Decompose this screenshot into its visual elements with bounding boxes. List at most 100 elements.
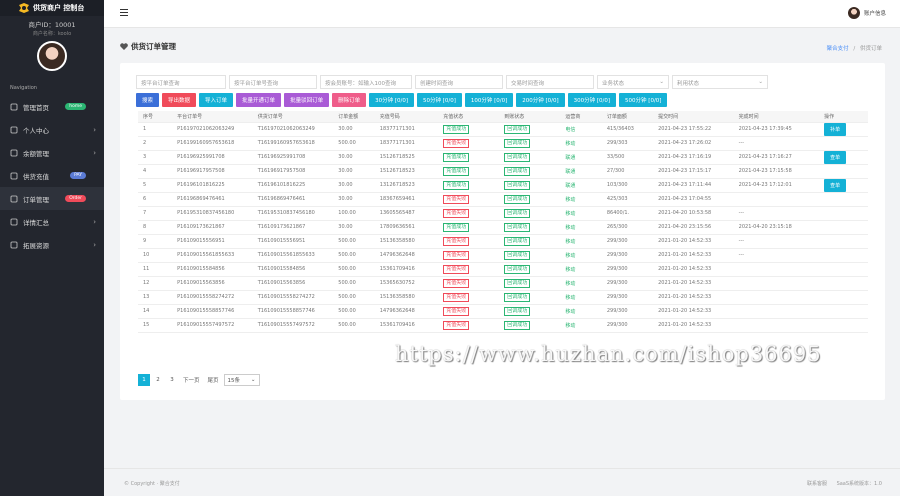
sidebar-item-wallet[interactable]: 余额管理 › — [0, 141, 104, 164]
platform-orderno-filter[interactable]: 按平台订单号查询 — [229, 75, 317, 89]
summary-icon — [10, 218, 18, 225]
chevron-down-icon: ⌄ — [659, 79, 664, 85]
table-cell: T16196925991708 — [252, 150, 334, 165]
pay-icon — [10, 172, 18, 179]
action-button-6[interactable]: 30分钟 [0/0] — [369, 93, 414, 107]
menu-toggle-icon[interactable] — [120, 9, 128, 16]
table-cell: T16109015558274272 — [252, 290, 334, 305]
table-cell — [819, 234, 868, 249]
chevron-right-icon: › — [93, 217, 96, 226]
table-cell — [733, 304, 820, 319]
table-cell: 5 — [138, 178, 173, 193]
table-cell — [733, 276, 820, 291]
action-button-8[interactable]: 100分钟 [0/0] — [464, 93, 514, 107]
table-cell: 充值失败 — [438, 248, 500, 263]
row-action-button[interactable]: 查单 — [824, 150, 847, 164]
page-button-2[interactable]: 2 — [156, 377, 160, 383]
sidebar-item-user[interactable]: 个人中心 › — [0, 118, 104, 141]
status-badge: 回调成功 — [504, 236, 531, 246]
status-badge: 充值失败 — [443, 250, 470, 260]
table-row: 9 P16109015556951 T16109015556951 500.00 151… — [138, 234, 868, 249]
table-cell: P16196101816225 — [172, 178, 253, 193]
business-status-select[interactable]: 业务状态 ⌄ — [597, 75, 669, 89]
usage-status-select[interactable]: 利用状态 ⌄ — [672, 75, 768, 89]
table-cell: 299/300 — [601, 290, 654, 305]
table-cell: P16109015558274272 — [172, 290, 253, 305]
table-cell: 充值成功 — [438, 122, 500, 137]
table-cell: 500.00 — [333, 136, 375, 151]
table-cell: 30.00 — [333, 220, 375, 235]
next-page-button[interactable]: 下一页 — [183, 378, 200, 384]
table-row: 12 P16109015563856 T16109015563856 500.00 15… — [138, 276, 868, 291]
chevron-right-icon: › — [93, 240, 96, 249]
row-action-button[interactable]: 补单 — [824, 122, 847, 136]
table-header-row: 序号 平台订单号 供货订单号 订单金额 充值号码 充值状态 到账状态 运营商 订单面额 提交时间完… — [138, 111, 868, 123]
table-cell: 500.00 — [333, 234, 375, 249]
table-cell: 2021-04-23 17:11:44 — [653, 178, 734, 193]
table-cell: P16109015558857746 — [172, 304, 253, 319]
table-cell: 100.00 — [333, 206, 375, 221]
action-button-0[interactable]: 搜索 — [136, 93, 160, 107]
table-row: 2 P16199160957653618 T16199160957653618 500… — [138, 136, 868, 151]
wallet-icon — [10, 149, 18, 156]
platform-order-filter[interactable]: 按平台订单查询 — [136, 75, 226, 89]
footer: © Copyright · 聚合支付 联系客服 SaaS系统版本：1.0 — [104, 468, 900, 496]
page-button-3[interactable]: 3 — [170, 377, 174, 383]
breadcrumb-home[interactable]: 聚合支付 — [826, 46, 849, 52]
table-cell: T16109015556951 — [252, 234, 334, 249]
sidebar-item-summary[interactable]: 详情汇总 › — [0, 210, 104, 233]
table-cell: 12 — [138, 276, 173, 291]
table-cell: 查单 — [819, 178, 868, 193]
table-cell: 充值失败 — [438, 276, 500, 291]
status-badge: 充值失败 — [443, 320, 470, 330]
status-badge: 充值失败 — [443, 194, 470, 204]
action-buttons: 搜索 导出数据 导入订单 批量开通订单 批量驳回订单 删除订单 30分钟 [0/0] 50分钟… — [136, 93, 670, 107]
action-button-10[interactable]: 300分钟 [0/0] — [567, 93, 617, 107]
table-cell — [733, 192, 820, 207]
table-cell: 18367659461 — [374, 192, 439, 207]
status-badge: 充值失败 — [443, 306, 470, 316]
page-button-1[interactable]: 1 — [138, 374, 150, 386]
table-cell: 2021-04-23 17:04:55 — [653, 192, 734, 207]
contact-link[interactable]: 联系客服 — [806, 481, 827, 487]
action-button-9[interactable]: 200分钟 [0/0] — [516, 93, 565, 107]
table-cell: --- — [733, 136, 820, 151]
sidebar-item-home[interactable]: 管理首页 home — [0, 95, 104, 118]
status-badge: 回调成功 — [504, 166, 531, 176]
table-cell: 15136358580 — [374, 234, 439, 249]
trade-time-filter[interactable]: 交易时间查询 — [506, 75, 594, 89]
table-cell: 2021-04-23 17:26:02 — [653, 136, 734, 151]
table-cell: 415/36403 — [601, 122, 654, 137]
chevron-down-icon: ⌄ — [250, 377, 256, 383]
merchant-name: 商户名称：koolo — [32, 31, 72, 37]
action-button-11[interactable]: 500分钟 [0/0] — [619, 93, 668, 107]
page-size-select[interactable]: 15条 ⌄ — [223, 374, 260, 386]
table-cell: 500.00 — [333, 276, 375, 291]
table-row: 7 P16195310837456180 T16195310837456180 100… — [138, 206, 868, 221]
user-menu[interactable]: 账户信息 — [847, 7, 886, 19]
member-account-filter[interactable]: 按会员账号：如输入100查询 — [320, 75, 412, 89]
table-cell — [819, 304, 868, 319]
action-button-7[interactable]: 50分钟 [0/0] — [416, 93, 462, 107]
table-cell: 10 — [138, 248, 173, 263]
table-cell — [819, 276, 868, 291]
table-cell: 15 — [138, 318, 173, 333]
avatar[interactable] — [37, 41, 67, 71]
table-cell: 30.00 — [333, 150, 375, 165]
table-cell: 2021-04-23 17:15:58 — [733, 164, 820, 179]
table-cell: 补单 — [819, 122, 868, 137]
row-action-button[interactable]: 查单 — [824, 178, 847, 192]
sidebar-item-order[interactable]: 订单管理 Order — [0, 187, 104, 210]
action-button-1[interactable]: 导出数据 — [162, 93, 197, 107]
sidebar-item-pay[interactable]: 供货充值 PAY — [0, 164, 104, 187]
sidebar-item-resource[interactable]: 拓展资源 › — [0, 233, 104, 256]
table-cell: 500.00 — [333, 290, 375, 305]
table-cell: 103/300 — [601, 178, 654, 193]
create-time-filter[interactable]: 创建时间查询 — [415, 75, 503, 89]
action-button-5[interactable]: 删除订单 — [332, 93, 367, 107]
last-page-button[interactable]: 尾页 — [207, 378, 219, 384]
status-badge: 充值成功 — [443, 180, 470, 190]
action-button-3[interactable]: 批量开通订单 — [236, 93, 282, 107]
action-button-2[interactable]: 导入订单 — [199, 93, 234, 107]
action-button-4[interactable]: 批量驳回订单 — [284, 93, 330, 107]
